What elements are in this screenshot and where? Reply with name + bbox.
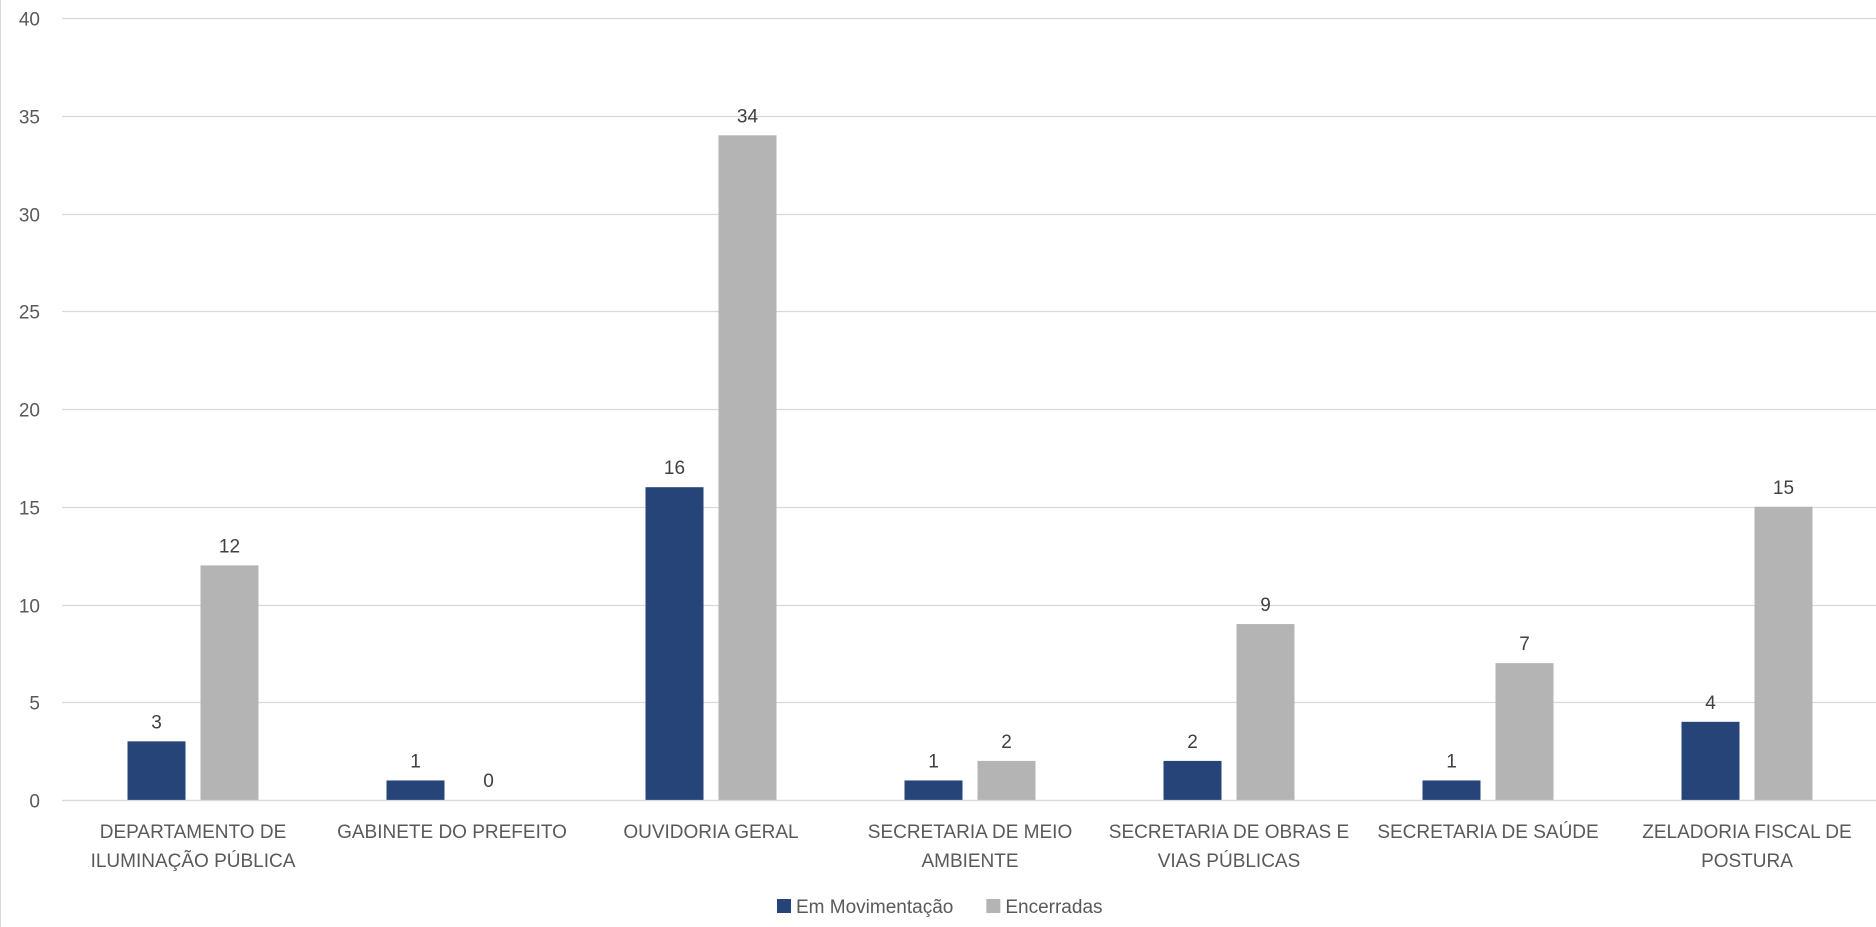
data-label: 3 [151, 712, 162, 733]
bar [1422, 780, 1481, 800]
x-tick-label: OUVIDORIA GERAL [623, 822, 798, 843]
data-label: 16 [664, 458, 685, 479]
legend-label: Em Movimentação [796, 897, 953, 918]
bar [1495, 663, 1554, 800]
x-tick-label: VIAS PÚBLICAS [1158, 850, 1301, 872]
bar [904, 780, 963, 800]
x-tick-label: GABINETE DO PREFEITO [337, 822, 567, 843]
legend: Em Movimentação Encerradas [777, 897, 1103, 918]
y-tick-label: 25 [19, 303, 40, 324]
y-axis: 0 5 10 15 20 25 30 35 40 [19, 10, 40, 813]
y-tick-label: 40 [19, 10, 40, 31]
x-tick-label: SECRETARIA DE OBRAS E [1109, 822, 1349, 843]
y-tick-label: 30 [19, 206, 40, 227]
legend-swatch [986, 899, 1001, 913]
y-tick-label: 15 [19, 499, 40, 520]
legend-swatch [777, 899, 791, 913]
data-label: 9 [1260, 595, 1271, 616]
bars [127, 135, 1813, 801]
y-tick-label: 35 [19, 108, 40, 129]
bar [1236, 624, 1295, 800]
x-axis: DEPARTAMENTO DE ILUMINAÇÃO PÚBLICA GABINET… [62, 799, 1876, 872]
bar [386, 780, 445, 800]
y-tick-label: 20 [19, 401, 40, 422]
data-label: 2 [1001, 732, 1012, 753]
bar [718, 135, 777, 801]
x-tick-label: SECRETARIA DE MEIO [868, 822, 1072, 843]
data-label: 34 [737, 106, 759, 127]
data-label: 0 [483, 771, 494, 792]
data-label: 15 [1773, 478, 1794, 499]
x-tick-label: SECRETARIA DE SAÚDE [1377, 821, 1598, 843]
y-tick-label: 5 [29, 694, 40, 715]
data-label: 1 [928, 751, 939, 772]
bar [977, 760, 1036, 800]
y-tick-label: 0 [29, 792, 40, 813]
data-label: 1 [1446, 751, 1457, 772]
bar [200, 565, 259, 800]
x-tick-label: ZELADORIA FISCAL DE [1642, 822, 1851, 843]
bar [1163, 760, 1222, 800]
x-tick-label: ILUMINAÇÃO PÚBLICA [91, 850, 296, 872]
data-label: 2 [1187, 732, 1198, 753]
data-label: 1 [410, 751, 421, 772]
bar [1754, 506, 1813, 800]
bar [1681, 721, 1740, 800]
data-label: 12 [219, 536, 240, 557]
legend-label: Encerradas [1005, 897, 1102, 918]
data-label: 4 [1705, 693, 1716, 714]
x-tick-label: AMBIENTE [921, 851, 1018, 872]
y-tick-label: 10 [19, 597, 40, 618]
x-tick-label: POSTURA [1701, 851, 1793, 872]
data-label: 7 [1519, 634, 1530, 655]
bar [127, 741, 186, 800]
bar [645, 487, 704, 800]
x-tick-label: DEPARTAMENTO DE [100, 822, 287, 843]
